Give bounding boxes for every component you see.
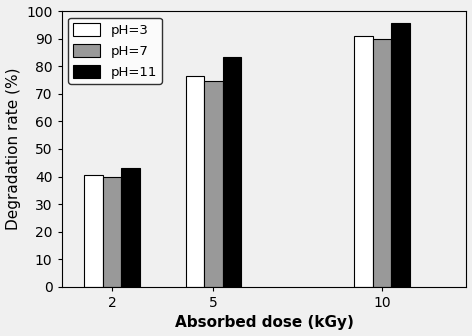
Bar (185, 76, 204, 287)
Bar (84, 175, 103, 287)
Bar (223, 56, 241, 287)
Bar (121, 168, 140, 287)
Bar (373, 39, 391, 287)
Legend: pH=3, pH=7, pH=11: pH=3, pH=7, pH=11 (68, 18, 162, 84)
Bar (204, 81, 223, 287)
Bar (391, 24, 410, 287)
X-axis label: Absorbed dose (kGy): Absorbed dose (kGy) (175, 316, 354, 330)
Bar (103, 176, 121, 287)
Y-axis label: Degradation rate (%): Degradation rate (%) (6, 68, 21, 230)
Bar (354, 36, 373, 287)
